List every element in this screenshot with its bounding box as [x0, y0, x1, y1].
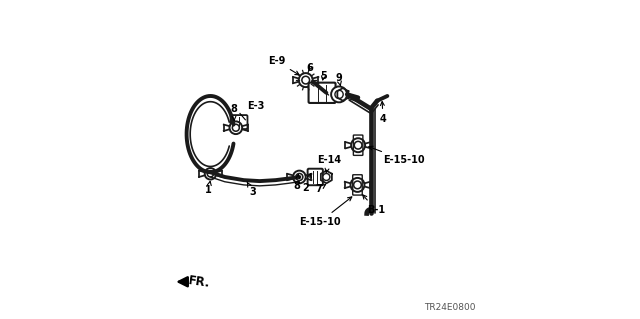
Circle shape	[299, 73, 313, 87]
Text: B-1: B-1	[363, 195, 385, 215]
Text: E-15-10: E-15-10	[369, 146, 425, 165]
Text: 4: 4	[380, 101, 387, 124]
Circle shape	[339, 91, 346, 98]
Text: 2: 2	[303, 174, 311, 193]
Circle shape	[230, 122, 242, 134]
Circle shape	[296, 174, 303, 181]
Text: E-3: E-3	[247, 101, 264, 111]
Circle shape	[331, 86, 347, 102]
Text: FR.: FR.	[188, 274, 211, 290]
Text: 1: 1	[205, 182, 212, 196]
Circle shape	[354, 181, 362, 189]
Circle shape	[293, 171, 306, 183]
Text: 7: 7	[316, 184, 326, 194]
Circle shape	[207, 171, 214, 177]
Circle shape	[355, 141, 362, 149]
FancyBboxPatch shape	[230, 115, 248, 129]
Text: TR24E0800: TR24E0800	[424, 303, 476, 312]
FancyBboxPatch shape	[308, 169, 323, 185]
Text: 9: 9	[335, 73, 342, 86]
Circle shape	[351, 178, 364, 192]
FancyBboxPatch shape	[308, 83, 335, 103]
Text: E-15-10: E-15-10	[299, 197, 352, 227]
Text: 3: 3	[247, 182, 256, 197]
Text: 8: 8	[294, 174, 301, 191]
Circle shape	[323, 174, 330, 181]
Circle shape	[232, 124, 239, 131]
Text: 6: 6	[307, 63, 314, 73]
Circle shape	[335, 90, 343, 99]
Text: 8: 8	[230, 105, 237, 120]
Text: E-9: E-9	[268, 56, 299, 75]
Text: 5: 5	[320, 71, 327, 81]
Circle shape	[205, 168, 216, 180]
Circle shape	[302, 76, 310, 84]
Circle shape	[351, 138, 365, 152]
Text: E-14: E-14	[317, 155, 341, 172]
